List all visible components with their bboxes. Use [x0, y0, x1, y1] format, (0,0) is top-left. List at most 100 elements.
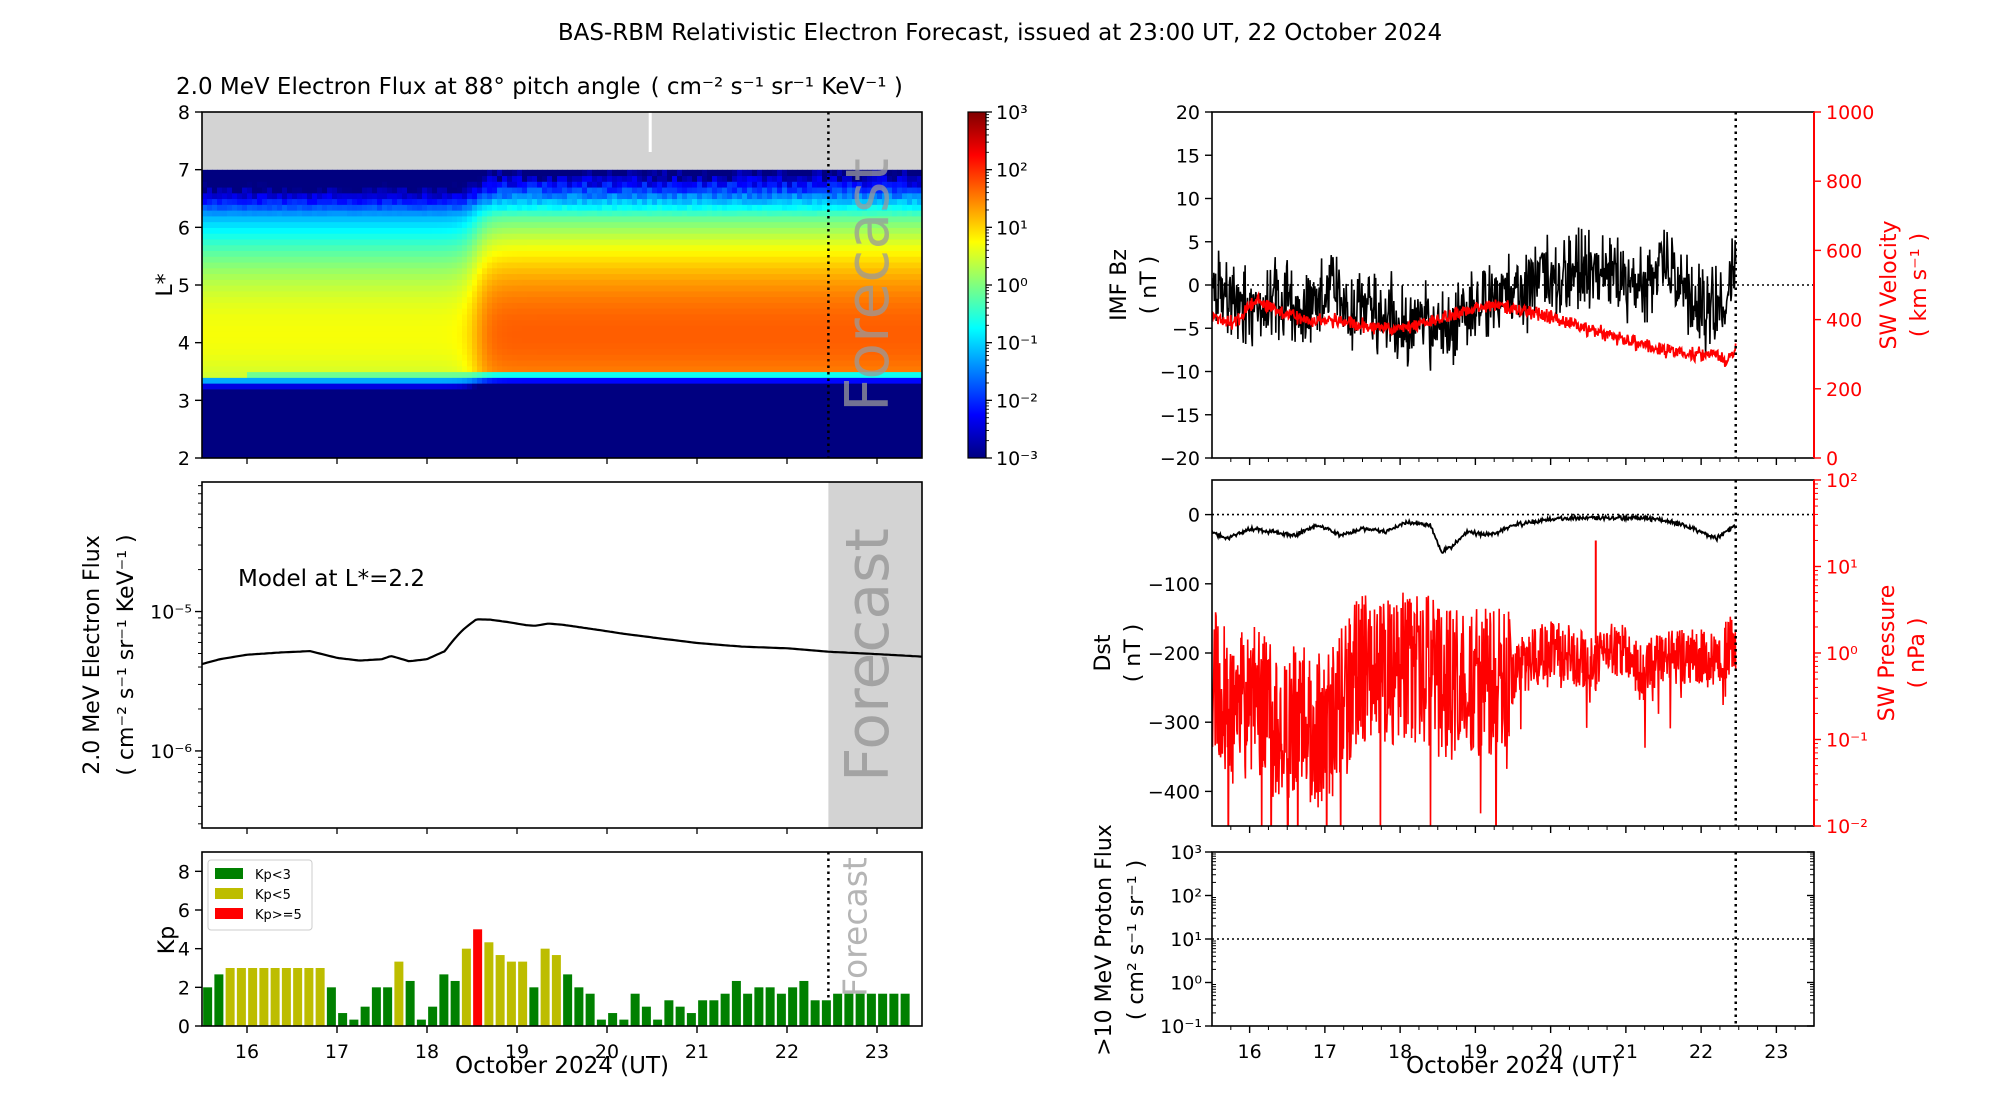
heatmap-cell	[607, 377, 613, 384]
heatmap-cell	[387, 227, 393, 234]
heatmap-cell	[392, 215, 398, 223]
heatmap-cell	[542, 342, 548, 350]
heatmap-cell	[257, 336, 263, 344]
heatmap-cell	[292, 302, 298, 309]
heatmap-cell	[247, 383, 253, 390]
heatmap-cell	[482, 302, 488, 309]
heatmap-cell	[202, 210, 208, 217]
heatmap-cell	[222, 221, 228, 228]
heatmap-cell	[617, 365, 623, 373]
heatmap-cell	[502, 434, 508, 442]
heatmap-cell	[472, 221, 478, 228]
heatmap-cell	[297, 348, 303, 355]
heatmap-cell	[442, 342, 448, 350]
heatmap-cell	[622, 198, 628, 205]
heatmap-cell	[577, 233, 583, 240]
heatmap-cell	[247, 175, 253, 182]
heatmap-cell	[482, 423, 488, 430]
heatmap-cell	[527, 175, 533, 182]
heatmap-cell	[472, 365, 478, 373]
heatmap-cell	[662, 244, 668, 251]
heatmap-cell	[387, 296, 393, 303]
heatmap-cell	[667, 429, 673, 436]
heatmap-cell	[497, 192, 503, 200]
heatmap-cell	[617, 377, 623, 384]
heatmap-cell	[462, 429, 468, 436]
heatmap-cell	[602, 331, 608, 338]
heatmap-cell	[532, 336, 538, 344]
heatmap-cell	[367, 313, 373, 321]
heatmap-cell	[202, 238, 208, 246]
heatmap-cell	[652, 175, 658, 182]
heatmap-cell	[472, 233, 478, 240]
heatmap-cell	[292, 446, 298, 453]
heatmap-cell	[262, 238, 268, 246]
heatmap-cell	[397, 302, 403, 309]
heatmap-cell	[642, 434, 648, 442]
heatmap-cell	[382, 336, 388, 344]
heatmap-cell	[357, 423, 363, 430]
heatmap-cell	[277, 308, 283, 315]
heatmap-cell	[657, 267, 663, 275]
heatmap-cell	[327, 388, 333, 396]
heatmap-cell	[647, 175, 653, 182]
heatmap-cell	[427, 285, 433, 292]
heatmap-cell	[347, 169, 353, 177]
heatmap-cell	[682, 186, 688, 194]
heatmap-cell	[677, 371, 683, 378]
heatmap-cell	[327, 227, 333, 234]
heatmap-cell	[572, 446, 578, 453]
heatmap-cell	[317, 342, 323, 350]
heatmap-cell	[582, 319, 588, 326]
heatmap-cell	[642, 411, 648, 419]
heatmap-cell	[212, 181, 218, 188]
heatmap-cell	[582, 325, 588, 332]
heatmap-cell	[327, 215, 333, 223]
heatmap-cell	[502, 411, 508, 419]
heatmap-cell	[207, 296, 213, 303]
heatmap-cell	[222, 348, 228, 355]
heatmap-cell	[567, 227, 573, 234]
heatmap-cell	[507, 377, 513, 384]
heatmap-cell	[402, 411, 408, 419]
heatmap-cell	[542, 296, 548, 303]
heatmap-cell	[542, 198, 548, 205]
heatmap-cell	[657, 221, 663, 228]
heatmap-cell	[317, 411, 323, 419]
heatmap-cell	[667, 423, 673, 430]
heatmap-cell	[682, 256, 688, 263]
heatmap-cell	[332, 365, 338, 373]
heatmap-cell	[452, 290, 458, 298]
heatmap-cell	[472, 302, 478, 309]
heatmap-cell	[547, 273, 553, 280]
heatmap-cell	[517, 371, 523, 378]
heatmap-cell	[567, 423, 573, 430]
heatmap-cell	[387, 244, 393, 251]
heatmap-cell	[222, 302, 228, 309]
heatmap-cell	[632, 221, 638, 228]
heatmap-cell	[442, 285, 448, 292]
heatmap-cell	[657, 302, 663, 309]
heatmap-cell	[272, 279, 278, 286]
heatmap-cell	[427, 227, 433, 234]
heatmap-cell	[492, 434, 498, 442]
heatmap-cell	[412, 377, 418, 384]
heatmap-cell	[527, 434, 533, 442]
heatmap-cell	[667, 388, 673, 396]
heatmap-cell	[317, 215, 323, 223]
heatmap-cell	[687, 411, 693, 419]
heatmap-cell	[552, 175, 558, 182]
heatmap-cell	[427, 233, 433, 240]
heatmap-cell	[632, 227, 638, 234]
heatmap-cell	[477, 233, 483, 240]
heatmap-cell	[422, 204, 428, 211]
heatmap-cell	[322, 331, 328, 338]
heatmap-cell	[517, 411, 523, 419]
heatmap-cell	[322, 308, 328, 315]
heatmap-cell	[517, 440, 523, 448]
heatmap-cell	[497, 221, 503, 228]
heatmap-cell	[697, 446, 703, 453]
heatmap-cell	[422, 359, 428, 367]
heatmap-cell	[562, 429, 568, 436]
heatmap-cell	[267, 169, 273, 177]
